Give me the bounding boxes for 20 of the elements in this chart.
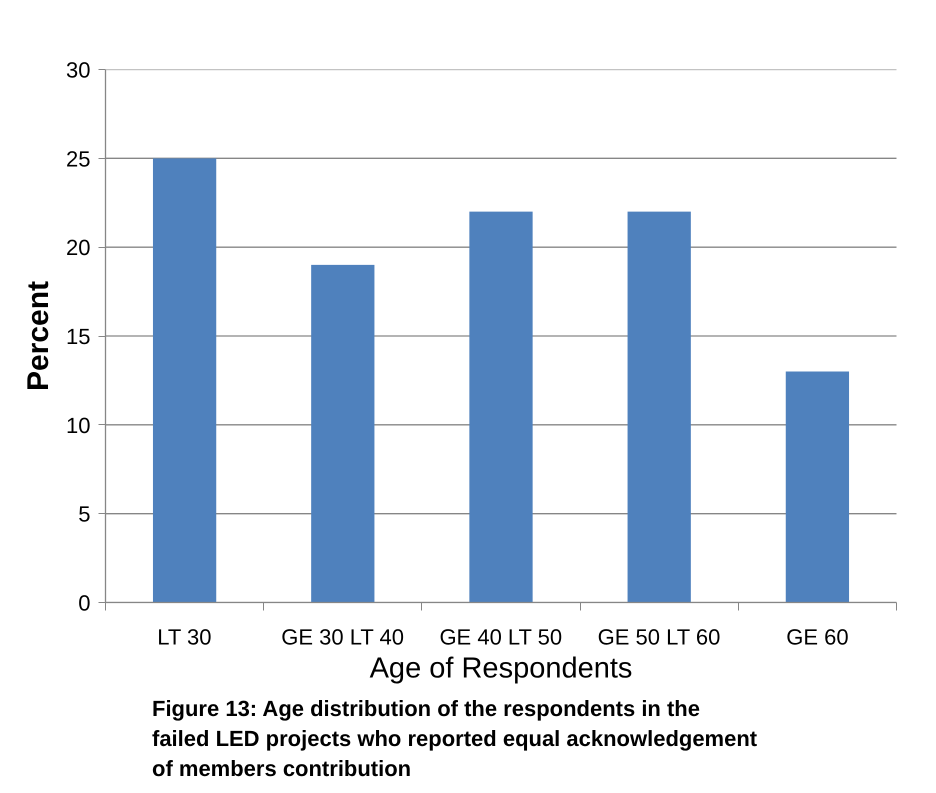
bar: [628, 212, 691, 602]
y-tick-label: 20: [66, 235, 91, 260]
caption: Figure 13: Age distribution of the respondents in the failed LED projects who reported equal acknowledgement of members contribution: [152, 695, 758, 783]
y-tick-label: 5: [78, 502, 91, 527]
y-tick-label: 0: [78, 590, 91, 616]
y-tick-label: 25: [66, 146, 91, 172]
x-tick-label: GE 50 LT 60: [598, 624, 720, 650]
x-tick-label: LT 30: [157, 624, 212, 650]
y-axis-title: Percent: [22, 280, 56, 392]
x-tick-label: GE 30 LT 40: [281, 624, 404, 650]
y-tick-label: 15: [66, 324, 91, 349]
bar: [311, 264, 374, 602]
bar: [152, 158, 216, 602]
bar: [786, 372, 850, 602]
y-tick-label: 30: [66, 58, 91, 82]
bar: [469, 212, 533, 602]
x-tick-label: GE 40 LT 50: [439, 624, 562, 650]
x-axis-title: Age of Respondents: [370, 652, 632, 684]
y-tick-label: 10: [66, 412, 91, 438]
x-tick-label: GE 60: [786, 624, 849, 650]
